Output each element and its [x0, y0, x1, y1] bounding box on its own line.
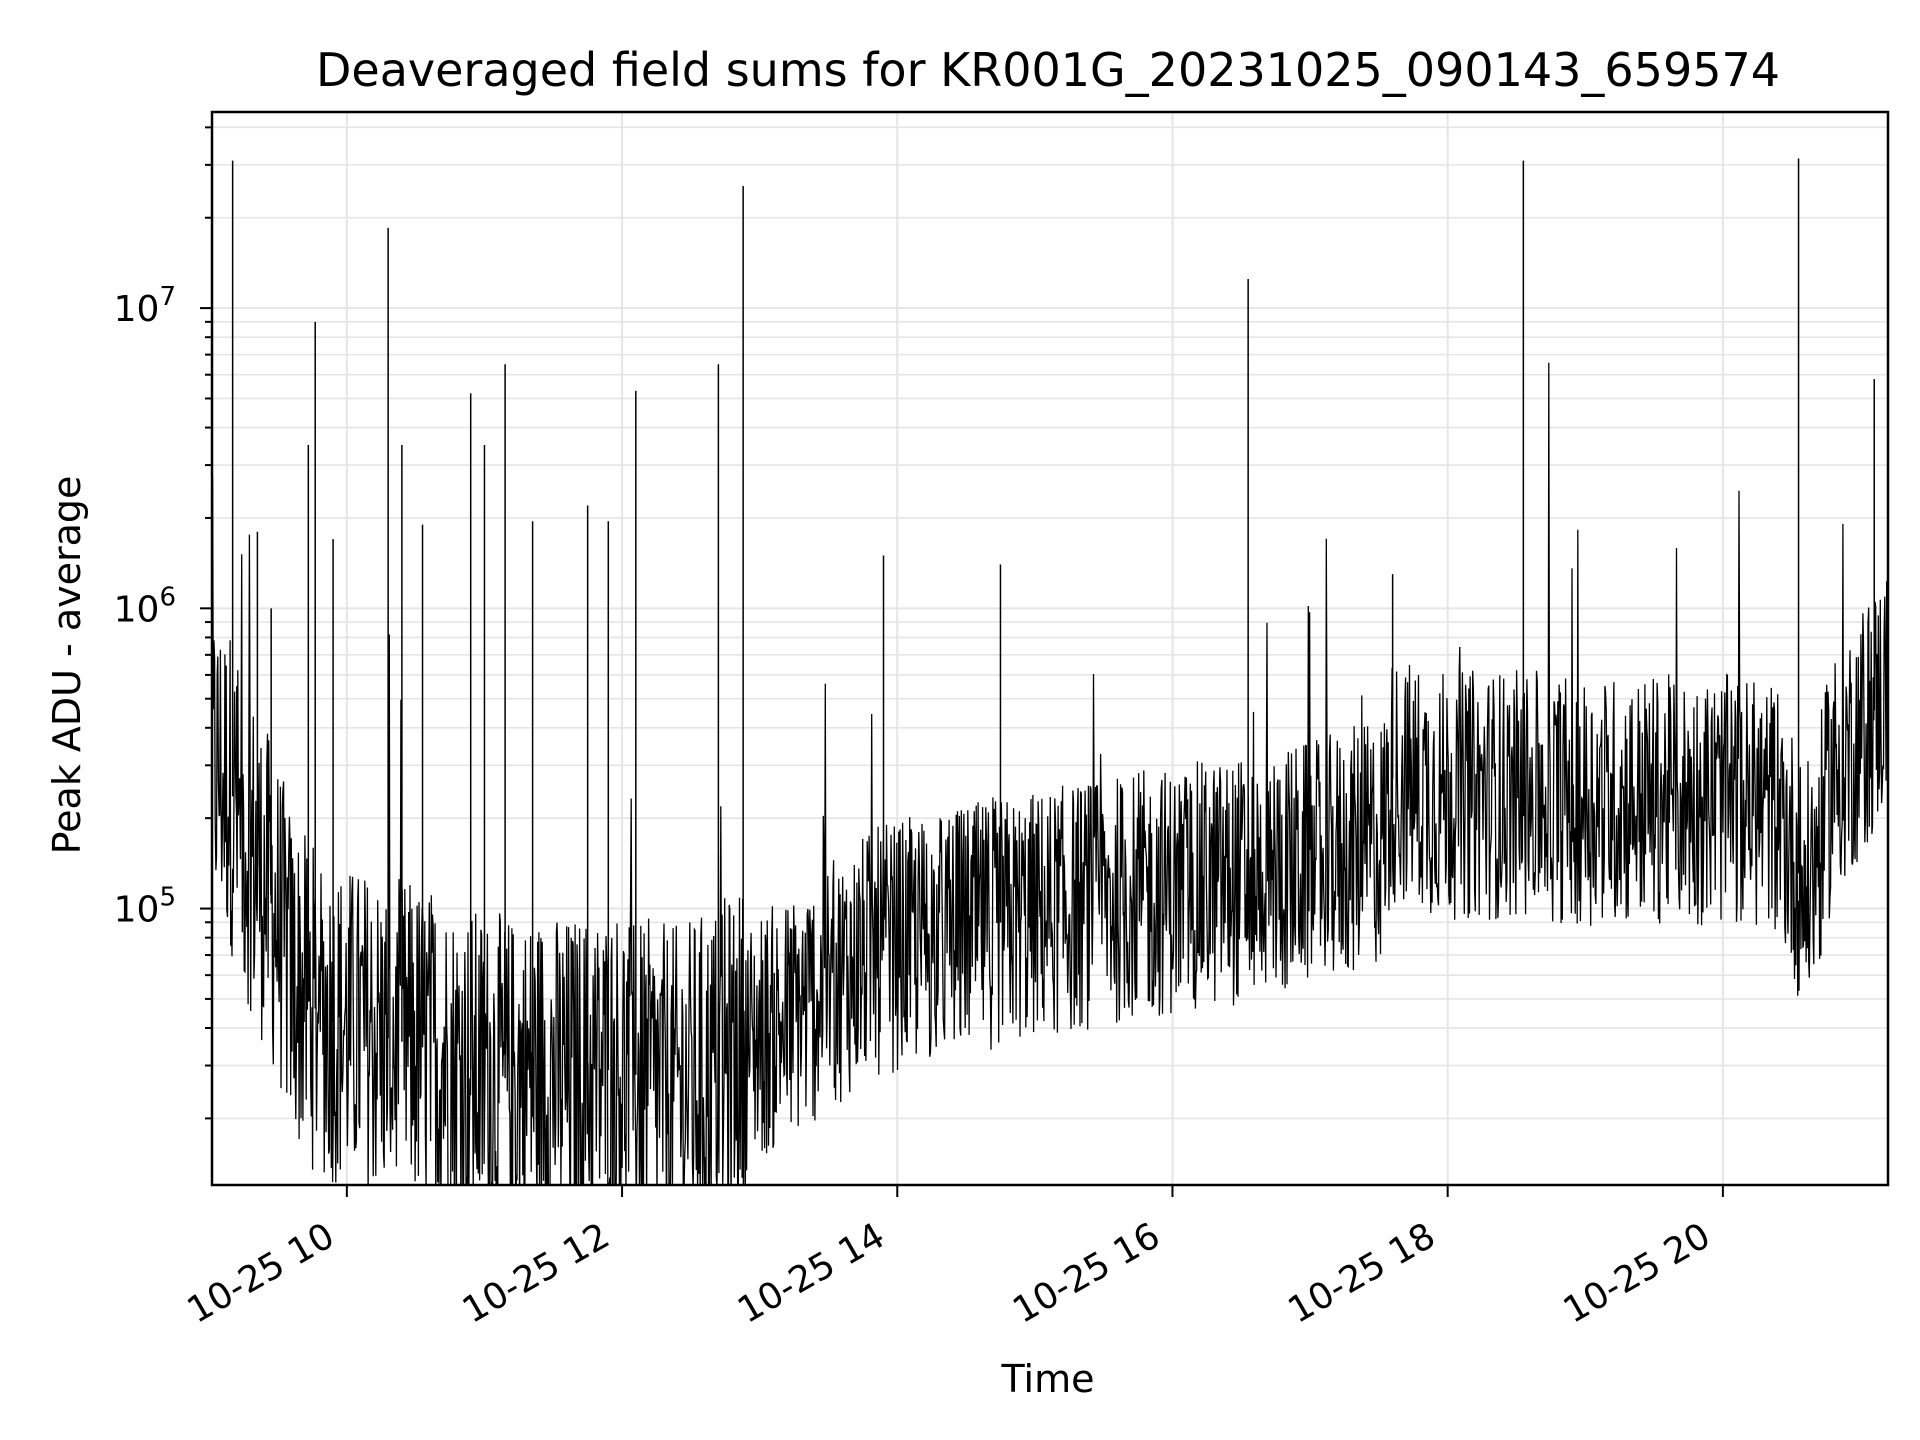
series-line	[212, 362, 1888, 1185]
y-tick-label: 106	[114, 582, 176, 630]
y-tick-label: 107	[114, 282, 176, 330]
y-tick-label: 105	[114, 883, 176, 931]
x-axis-title: Time	[1001, 1357, 1095, 1401]
chart-title: Deaveraged field sums for KR001G_2023102…	[316, 43, 1780, 97]
data-series	[212, 158, 1888, 1185]
y-axis-title: Peak ADU - average	[45, 476, 89, 855]
plot-frame	[210, 110, 1890, 1187]
